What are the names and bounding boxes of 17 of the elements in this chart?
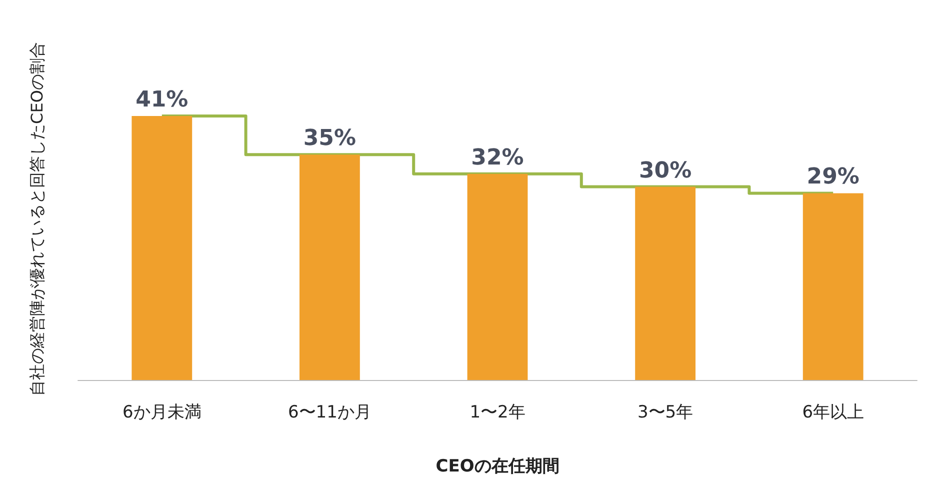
x-tick-label: 6か月未満 bbox=[122, 402, 202, 422]
data-label: 29% bbox=[806, 164, 860, 190]
data-label: 41% bbox=[136, 87, 188, 112]
y-axis-title: 自社の経営陣が優れていると回答したCEOの割合 bbox=[28, 42, 46, 396]
data-label: 32% bbox=[471, 145, 524, 170]
bar bbox=[132, 116, 192, 380]
bar bbox=[635, 186, 696, 380]
x-tick-label: 6年以上 bbox=[802, 402, 864, 422]
x-axis-title: CEOの在任期間 bbox=[436, 456, 560, 476]
data-label: 30% bbox=[638, 158, 692, 184]
bar bbox=[802, 193, 864, 380]
bar bbox=[299, 154, 360, 380]
x-tick-label: 3〜5年 bbox=[637, 402, 694, 422]
x-tick-label: 1〜2年 bbox=[470, 402, 526, 422]
bar bbox=[467, 174, 528, 380]
data-label: 35% bbox=[303, 126, 356, 152]
x-tick-label: 6〜11か月 bbox=[288, 402, 372, 422]
